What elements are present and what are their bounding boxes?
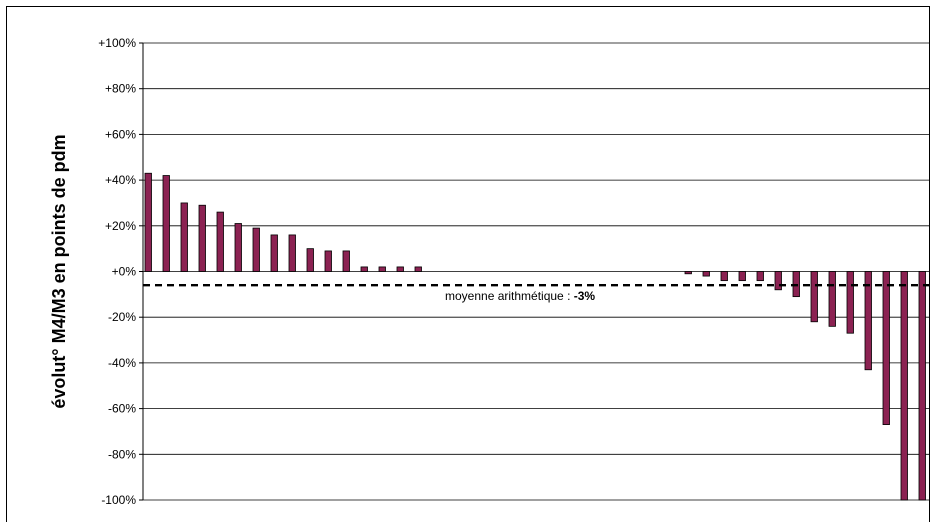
bar xyxy=(360,266,368,272)
bar xyxy=(882,271,890,425)
y-tick-label: -40% xyxy=(108,356,136,370)
bar xyxy=(918,271,926,501)
chart-svg: +100% +80% +60% +40% +20% +0% -20% -40% -60% -80%… xyxy=(49,36,929,507)
bar xyxy=(720,271,728,282)
y-tick-label: -80% xyxy=(108,447,136,461)
bar xyxy=(180,202,188,272)
bar xyxy=(216,211,224,272)
chart-frame: +100% +80% +60% +40% +20% +0% -20% -40% -60% -80%… xyxy=(6,6,930,522)
bar xyxy=(378,266,386,272)
bars xyxy=(144,172,926,501)
y-axis-label: évolut° M4/M3 en points de pdm xyxy=(49,134,69,408)
bar xyxy=(414,266,422,272)
bar xyxy=(288,234,296,272)
bar xyxy=(324,250,332,272)
bar xyxy=(864,271,872,371)
bar xyxy=(306,248,314,272)
bar xyxy=(684,271,692,275)
y-tick-label: +0% xyxy=(112,265,137,279)
bar xyxy=(702,271,710,277)
y-tick-labels: +100% +80% +60% +40% +20% +0% -20% -40% -60% -80%… xyxy=(98,36,136,507)
y-tick-label: +80% xyxy=(105,82,136,96)
bar xyxy=(144,172,152,272)
bar xyxy=(774,271,782,291)
mean-label: moyenne arithmétique : -3% xyxy=(445,289,595,303)
bar xyxy=(198,204,206,272)
mean-label-prefix: moyenne arithmétique : xyxy=(445,289,574,303)
y-tick-label: +100% xyxy=(98,36,136,50)
bar xyxy=(756,271,764,282)
bar xyxy=(162,175,170,272)
bar xyxy=(846,271,854,334)
bar xyxy=(270,234,278,272)
bar xyxy=(900,271,908,501)
y-tick-label: -100% xyxy=(101,493,136,507)
bar xyxy=(396,266,404,272)
bar xyxy=(234,223,242,272)
y-tick-label: -20% xyxy=(108,310,136,324)
y-tick-label: +20% xyxy=(105,219,136,233)
bar xyxy=(342,250,350,272)
y-tick-label: +40% xyxy=(105,173,136,187)
y-tick-label: -60% xyxy=(108,402,136,416)
mean-label-value: -3% xyxy=(574,289,596,303)
bar xyxy=(738,271,746,282)
bar xyxy=(252,227,260,272)
bar xyxy=(810,271,818,323)
y-tick-label: +60% xyxy=(105,127,136,141)
bar xyxy=(828,271,836,327)
